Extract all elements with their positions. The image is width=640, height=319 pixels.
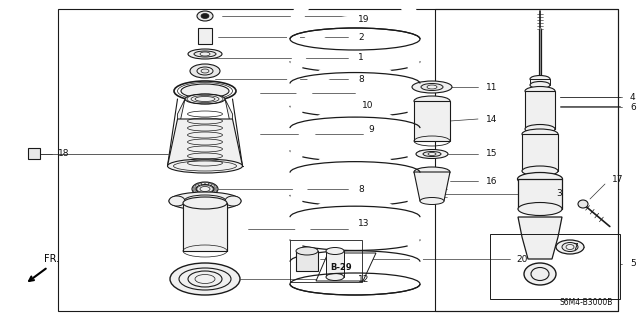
Ellipse shape xyxy=(190,64,220,78)
Ellipse shape xyxy=(326,273,344,280)
Ellipse shape xyxy=(197,67,213,75)
Wedge shape xyxy=(287,0,423,39)
Text: 20: 20 xyxy=(516,255,527,263)
Bar xyxy=(490,234,620,299)
Ellipse shape xyxy=(170,263,240,295)
Bar xyxy=(530,79,550,85)
Ellipse shape xyxy=(420,197,444,204)
Bar xyxy=(183,203,227,251)
Polygon shape xyxy=(518,217,562,259)
Text: S6M4-B3000B: S6M4-B3000B xyxy=(559,298,613,307)
Ellipse shape xyxy=(200,187,210,191)
Bar xyxy=(518,179,562,209)
Text: 2: 2 xyxy=(358,33,364,41)
Wedge shape xyxy=(287,149,423,217)
Bar xyxy=(435,9,618,311)
Bar xyxy=(525,91,555,129)
Text: 17: 17 xyxy=(612,174,623,183)
Ellipse shape xyxy=(522,129,558,139)
Text: 6: 6 xyxy=(630,102,636,112)
Ellipse shape xyxy=(556,240,584,254)
Ellipse shape xyxy=(201,69,209,73)
Ellipse shape xyxy=(192,182,218,196)
Ellipse shape xyxy=(421,84,443,91)
Ellipse shape xyxy=(566,244,574,249)
Bar xyxy=(522,134,558,171)
Text: 16: 16 xyxy=(486,176,497,186)
Bar xyxy=(296,251,318,271)
Ellipse shape xyxy=(197,11,213,21)
Ellipse shape xyxy=(196,184,214,194)
Text: 15: 15 xyxy=(486,150,497,159)
Ellipse shape xyxy=(296,247,318,255)
Ellipse shape xyxy=(169,196,185,206)
Ellipse shape xyxy=(427,85,437,89)
Ellipse shape xyxy=(530,76,550,83)
Ellipse shape xyxy=(185,94,225,104)
Text: 11: 11 xyxy=(486,83,497,92)
Ellipse shape xyxy=(525,86,555,95)
Ellipse shape xyxy=(423,152,441,157)
Wedge shape xyxy=(287,105,423,173)
Text: 5: 5 xyxy=(630,259,636,269)
Text: 1: 1 xyxy=(358,54,364,63)
Ellipse shape xyxy=(200,52,210,56)
Polygon shape xyxy=(225,99,232,134)
Text: 3: 3 xyxy=(556,189,562,198)
Text: 14: 14 xyxy=(486,115,497,123)
Ellipse shape xyxy=(168,159,243,173)
Ellipse shape xyxy=(530,81,550,88)
Polygon shape xyxy=(414,172,450,201)
Polygon shape xyxy=(177,99,185,134)
Bar xyxy=(414,101,450,141)
Bar xyxy=(326,251,344,277)
Ellipse shape xyxy=(169,192,241,210)
Ellipse shape xyxy=(412,81,452,93)
Text: B-29: B-29 xyxy=(330,263,352,271)
Text: 10: 10 xyxy=(362,101,374,110)
Ellipse shape xyxy=(188,271,222,287)
Bar xyxy=(290,240,362,282)
Text: 9: 9 xyxy=(368,124,374,133)
Text: 8: 8 xyxy=(358,75,364,84)
Ellipse shape xyxy=(416,150,448,159)
Text: 7: 7 xyxy=(572,242,578,251)
Ellipse shape xyxy=(525,124,555,133)
Text: FR.: FR. xyxy=(44,254,59,264)
Bar xyxy=(198,28,212,44)
Text: 18: 18 xyxy=(58,150,70,159)
Bar xyxy=(58,9,618,311)
Wedge shape xyxy=(287,60,423,128)
Bar xyxy=(28,148,40,159)
Ellipse shape xyxy=(518,203,562,216)
Ellipse shape xyxy=(225,196,241,206)
Ellipse shape xyxy=(188,49,222,59)
Text: 19: 19 xyxy=(358,14,369,24)
Ellipse shape xyxy=(524,263,556,285)
Ellipse shape xyxy=(414,96,450,106)
Ellipse shape xyxy=(428,152,436,155)
Text: 13: 13 xyxy=(358,219,369,228)
Ellipse shape xyxy=(562,242,578,251)
Wedge shape xyxy=(287,16,423,84)
Polygon shape xyxy=(316,253,376,281)
Ellipse shape xyxy=(183,197,227,209)
Ellipse shape xyxy=(181,84,229,98)
Ellipse shape xyxy=(518,173,563,186)
Ellipse shape xyxy=(201,13,209,19)
Ellipse shape xyxy=(326,248,344,255)
Ellipse shape xyxy=(194,51,216,57)
Ellipse shape xyxy=(578,200,588,208)
Polygon shape xyxy=(168,119,243,166)
Ellipse shape xyxy=(414,167,450,177)
Text: 4: 4 xyxy=(630,93,636,101)
Ellipse shape xyxy=(522,166,558,176)
Text: 8: 8 xyxy=(358,184,364,194)
Wedge shape xyxy=(287,194,423,262)
Text: 12: 12 xyxy=(358,275,369,284)
